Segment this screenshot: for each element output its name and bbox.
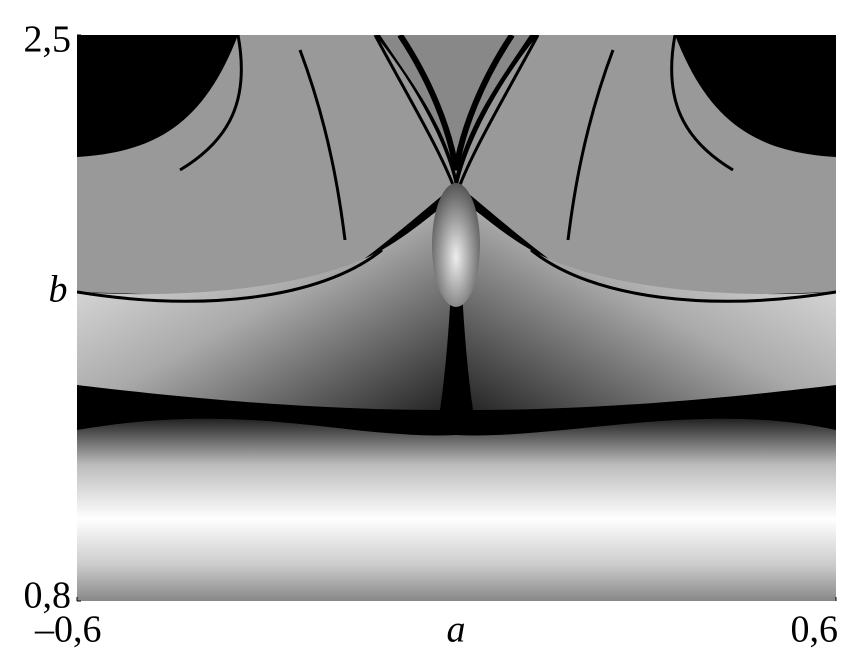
parameter-map [77, 35, 836, 601]
y-tick-label: 0,8 [24, 575, 72, 617]
x-tick-label: –0,6 [34, 609, 102, 651]
x-axis-label: a [447, 609, 466, 651]
y-tick-label: 2,5 [24, 19, 72, 61]
x-tick-label: 0,6 [791, 609, 839, 651]
y-axis-label: b [49, 269, 68, 311]
